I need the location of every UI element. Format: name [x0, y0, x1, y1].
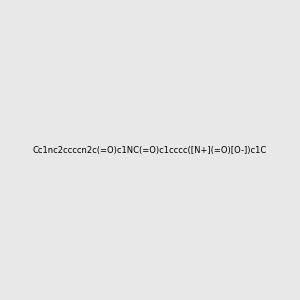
- Text: Cc1nc2ccccn2c(=O)c1NC(=O)c1cccc([N+](=O)[O-])c1C: Cc1nc2ccccn2c(=O)c1NC(=O)c1cccc([N+](=O)…: [33, 146, 267, 154]
